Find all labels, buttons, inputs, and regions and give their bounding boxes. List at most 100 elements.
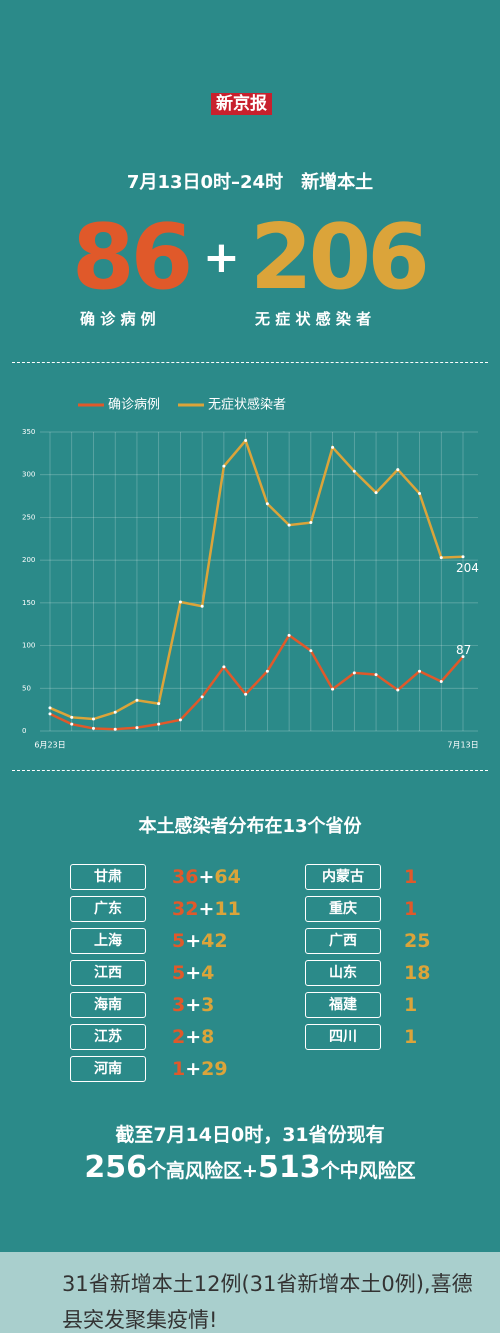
value: + — [198, 866, 215, 888]
province-name: 四川 — [305, 1024, 381, 1050]
confirmed-number: 86 — [72, 205, 193, 310]
value: 25 — [404, 930, 431, 952]
point — [439, 679, 443, 683]
point — [113, 710, 117, 714]
value: + — [198, 898, 215, 920]
point — [91, 717, 95, 721]
series-line — [49, 633, 464, 731]
y-tick-label: 250 — [22, 513, 35, 521]
point — [135, 726, 139, 730]
point — [244, 692, 248, 696]
chart: 0 50 100 150 200 250 300 350 6月23日 7月13日 确诊病例 87 无症状… — [22, 397, 479, 750]
high-risk-label: 个高风险区+ — [147, 1160, 258, 1182]
value: 2 — [172, 1026, 186, 1048]
value: 1 — [172, 1058, 186, 1080]
province-values: 1+29 — [172, 1056, 228, 1082]
risk-areas: 256个高风险区+513个中风险区 — [0, 1150, 500, 1185]
value: 3 — [172, 994, 186, 1016]
province-values: 3+3 — [172, 992, 214, 1018]
y-tick-label: 100 — [22, 642, 35, 650]
point — [396, 688, 400, 692]
value: 4 — [201, 962, 215, 984]
title: 7月13日0时–24时 新增本土 — [126, 172, 374, 193]
x-tick-label: 7月13日 — [447, 741, 478, 750]
value: + — [185, 1026, 202, 1048]
legend-label: 无症状感染者 — [208, 397, 286, 413]
point — [135, 698, 139, 702]
point — [418, 669, 422, 673]
value: + — [185, 994, 202, 1016]
point — [157, 702, 161, 706]
value: 8 — [201, 1026, 215, 1048]
confirmed-label: 确 诊 病 例 — [80, 310, 156, 328]
footer-line: 截至7月14日0时，31省份现有 — [115, 1124, 385, 1146]
province-values: 1 — [404, 992, 417, 1018]
province-name: 海南 — [70, 992, 146, 1018]
value: + — [185, 930, 202, 952]
province-values: 5+4 — [172, 960, 214, 986]
point — [222, 464, 226, 468]
plus: + — [203, 232, 240, 283]
value: + — [185, 962, 202, 984]
caption: 31省新增本土12例(31省新增本土0例),喜德县突发聚集疫情! — [62, 1272, 473, 1332]
point — [265, 502, 269, 506]
point — [178, 718, 182, 722]
province-values: 18 — [404, 960, 430, 986]
province-name: 广西 — [305, 928, 381, 954]
point — [309, 649, 313, 653]
point — [331, 687, 335, 691]
point — [461, 655, 465, 659]
point — [309, 521, 313, 525]
point — [439, 556, 443, 560]
point — [331, 445, 335, 449]
point — [287, 633, 291, 637]
province-name: 重庆 — [305, 896, 381, 922]
province-name: 福建 — [305, 992, 381, 1018]
point — [352, 469, 356, 473]
point — [157, 722, 161, 726]
province-values: 5+42 — [172, 928, 228, 954]
caption-band: 31省新增本土12例(31省新增本土0例),喜德县突发聚集疫情! — [0, 1252, 500, 1333]
province-name: 江苏 — [70, 1024, 146, 1050]
point — [222, 665, 226, 669]
point — [396, 468, 400, 472]
point — [352, 671, 356, 675]
value: 64 — [214, 866, 241, 888]
point — [200, 695, 204, 699]
medium-risk-count: 513 — [257, 1150, 321, 1185]
asymptomatic-number: 206 — [250, 205, 430, 310]
province-name: 河南 — [70, 1056, 146, 1082]
province-values: 1 — [404, 1024, 417, 1050]
y-tick-label: 350 — [22, 428, 35, 436]
province-name: 江西 — [70, 960, 146, 986]
value: 32 — [172, 898, 199, 920]
y-tick-label: 0 — [22, 727, 26, 735]
y-tick-label: 200 — [22, 556, 35, 564]
value: 29 — [201, 1058, 228, 1080]
value: 1 — [404, 866, 418, 888]
point — [244, 439, 248, 443]
value: 5 — [172, 962, 186, 984]
y-tick-label: 150 — [22, 599, 35, 607]
province-name: 甘肃 — [70, 864, 146, 890]
point — [265, 669, 269, 673]
point — [70, 722, 74, 726]
province-values: 36+64 — [172, 864, 241, 890]
province-values: 1 — [404, 896, 417, 922]
brand: 新京报 — [211, 93, 272, 115]
value: 18 — [404, 962, 431, 984]
value: 1 — [404, 898, 418, 920]
point — [287, 523, 291, 527]
asymptomatic-label: 无 症 状 感 染 者 — [255, 310, 372, 328]
point — [70, 715, 74, 719]
point — [461, 555, 465, 559]
series-line — [49, 438, 464, 721]
data-label: 87 — [456, 643, 471, 657]
province-values: 1 — [404, 864, 417, 890]
point — [178, 600, 182, 604]
province-values: 2+8 — [172, 1024, 214, 1050]
value: + — [185, 1058, 202, 1080]
point — [200, 604, 204, 608]
value: 3 — [201, 994, 215, 1016]
data-label: 204 — [456, 561, 479, 575]
